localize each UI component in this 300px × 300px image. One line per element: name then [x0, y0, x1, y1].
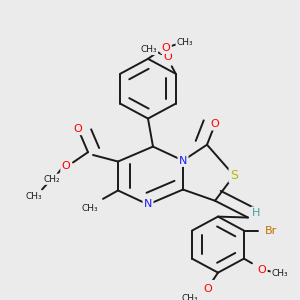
- Text: O: O: [204, 284, 212, 294]
- Text: CH₃: CH₃: [26, 192, 42, 201]
- Text: O: O: [61, 161, 70, 171]
- Text: O: O: [163, 52, 172, 62]
- Text: H: H: [252, 208, 260, 218]
- Text: CH₃: CH₃: [140, 45, 157, 54]
- Text: O: O: [258, 265, 266, 275]
- Text: N: N: [144, 200, 152, 209]
- Text: ethyl: ethyl: [28, 195, 32, 197]
- Text: N: N: [179, 156, 187, 166]
- Text: CH₃: CH₃: [82, 204, 98, 213]
- Text: S: S: [230, 169, 238, 182]
- Text: CH₃: CH₃: [177, 38, 193, 46]
- Text: CH₃: CH₃: [272, 269, 288, 278]
- Text: CH₃: CH₃: [182, 294, 198, 300]
- Text: Br: Br: [265, 226, 277, 236]
- Text: O: O: [162, 43, 170, 52]
- Text: O: O: [211, 119, 219, 129]
- Text: CH₂: CH₂: [44, 175, 60, 184]
- Text: O: O: [74, 124, 82, 134]
